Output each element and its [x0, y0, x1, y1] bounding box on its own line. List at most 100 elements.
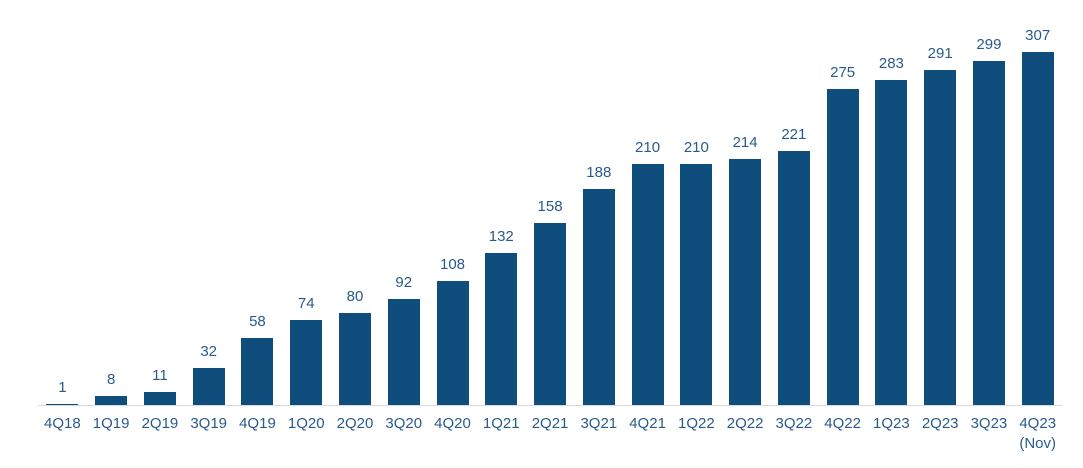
x-axis-label: 3Q23: [970, 415, 1008, 432]
bar-group: 58 4Q19: [233, 0, 282, 468]
bar: [534, 223, 567, 405]
bar-plot-cell: 1: [46, 0, 79, 405]
bar-value-label: 132: [488, 228, 514, 246]
bar-plot-cell: 214: [729, 0, 762, 405]
bar-group: 8 1Q19: [87, 0, 136, 468]
bar-plot-cell: 132: [485, 0, 518, 405]
bar: [631, 163, 664, 405]
x-axis-label: 4Q20: [434, 415, 471, 432]
bar-group: 188 3Q21: [574, 0, 623, 468]
x-axis-label: 1Q19: [92, 415, 130, 432]
x-axis-line: [38, 405, 1062, 406]
x-axis-label: 3Q20: [385, 415, 423, 432]
bar-plot-cell: 307: [1021, 0, 1054, 405]
x-axis-label: 4Q23 (Nov): [1019, 415, 1057, 452]
x-axis-label: 1Q20: [287, 415, 325, 432]
bar-group: 299 3Q23: [965, 0, 1014, 468]
x-axis-label: 1Q21: [482, 415, 520, 432]
bar-group: 307 4Q23 (Nov): [1013, 0, 1062, 468]
x-axis-label: 1Q22: [677, 415, 715, 432]
bar-group: 92 3Q20: [379, 0, 428, 468]
bar: [241, 338, 274, 405]
bar-plot-cell: 283: [875, 0, 908, 405]
bar-value-label: 275: [830, 63, 856, 81]
bar-group: 283 1Q23: [867, 0, 916, 468]
bar-value-label: 58: [249, 313, 266, 331]
bar-group: 221 3Q22: [769, 0, 818, 468]
bar: [582, 188, 615, 405]
x-axis-label: 4Q21: [629, 415, 666, 432]
x-axis-label: 2Q22: [726, 415, 764, 432]
bar: [192, 368, 225, 405]
bar-value-label: 307: [1025, 27, 1051, 44]
bar-value-label: 8: [106, 370, 116, 388]
bar: [1021, 52, 1054, 405]
bar-plot-cell: 8: [95, 0, 128, 405]
bar: [387, 299, 420, 405]
bar-group: 210 4Q21: [623, 0, 672, 468]
bar-value-label: 92: [395, 274, 413, 292]
x-axis-label: 4Q19: [239, 415, 276, 432]
bar-value-label: 221: [781, 125, 807, 143]
bar-value-label: 32: [200, 343, 218, 361]
bar: [680, 163, 713, 405]
bar-value-label: 1: [58, 378, 67, 396]
bar-value-label: 74: [297, 294, 315, 312]
bar: [338, 313, 371, 405]
bar-value-label: 108: [439, 255, 466, 273]
bar: [290, 319, 323, 405]
x-axis-label: 1Q23: [873, 415, 910, 432]
x-axis-label: 2Q21: [531, 415, 569, 432]
bar-value-label: 210: [683, 138, 709, 156]
x-axis-label: 3Q19: [190, 415, 228, 432]
bar-plot-cell: 92: [387, 0, 420, 405]
bar: [777, 150, 810, 405]
bar-group: 132 1Q21: [477, 0, 526, 468]
bar-value-label: 11: [152, 367, 168, 385]
x-axis-label: 2Q23: [921, 415, 959, 432]
bar-plot-cell: 210: [631, 0, 664, 405]
bar-plot-cell: 74: [290, 0, 323, 405]
bar-group: 210 1Q22: [672, 0, 721, 468]
bar-value-label: 214: [732, 133, 758, 151]
bar-plot-cell: 32: [192, 0, 225, 405]
bar: [972, 61, 1005, 405]
x-axis-label: 3Q22: [775, 415, 813, 432]
bar-value-label: 158: [537, 198, 563, 216]
bar: [826, 88, 859, 405]
bar-group: 80 2Q20: [331, 0, 380, 468]
bar-group: 214 2Q22: [721, 0, 770, 468]
bar-plot-cell: 275: [826, 0, 859, 405]
bar-plot-cell: 291: [924, 0, 957, 405]
bar-group: 291 2Q23: [916, 0, 965, 468]
x-axis-label: 2Q19: [141, 415, 179, 432]
bar-plot-cell: 108: [436, 0, 469, 405]
bar-group: 158 2Q21: [526, 0, 575, 468]
x-axis-label: 3Q21: [580, 415, 618, 432]
bar-plot-cell: 158: [534, 0, 567, 405]
bar-group: 11 2Q19: [136, 0, 185, 468]
bar-plot-cell: 80: [338, 0, 371, 405]
bar: [875, 79, 908, 405]
bar: [485, 253, 518, 405]
bar-group: 74 1Q20: [282, 0, 331, 468]
bar-group: 32 3Q19: [184, 0, 233, 468]
bar-plot-cell: 299: [972, 0, 1005, 405]
bar: [95, 395, 128, 405]
bar-value-label: 291: [927, 45, 953, 63]
bar-group: 275 4Q22: [818, 0, 867, 468]
bar-plot-cell: 11: [143, 0, 176, 405]
bar-value-label: 299: [976, 36, 1002, 54]
x-axis-label: 2Q20: [336, 415, 374, 432]
x-axis-label: 4Q22: [824, 415, 861, 432]
bar-group: 108 4Q20: [428, 0, 477, 468]
bar: [924, 70, 957, 405]
bar: [729, 158, 762, 405]
bars-row: 1 4Q18 8 1Q19 11 2Q19 32 3Q19 58 4Q19 74 1Q20 80 2Q20…: [38, 0, 1062, 468]
bar-plot-cell: 58: [241, 0, 274, 405]
bar-plot-cell: 221: [777, 0, 810, 405]
bar: [143, 392, 176, 405]
bar-value-label: 80: [346, 288, 364, 306]
bar-group: 1 4Q18: [38, 0, 87, 468]
